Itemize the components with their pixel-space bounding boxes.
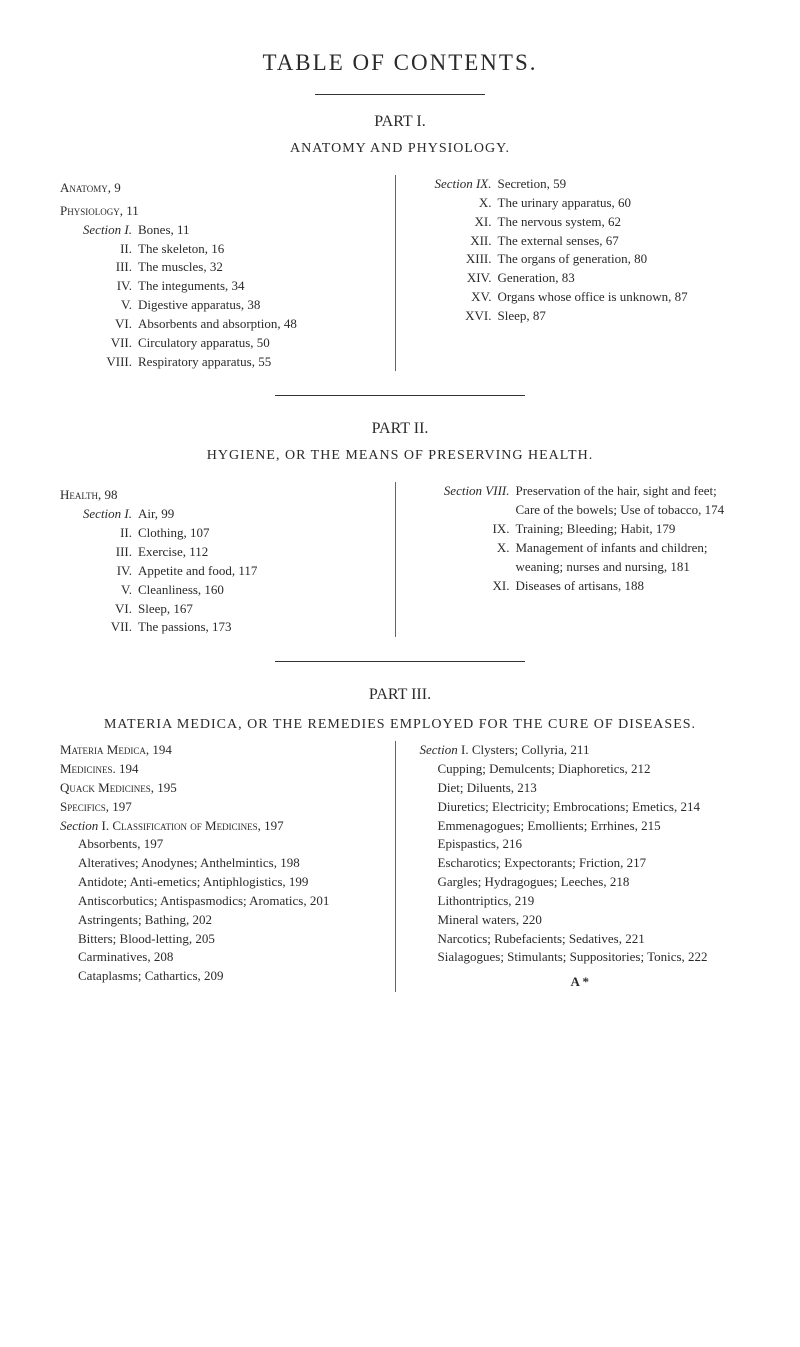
part-1-right: Section IX. Secretion, 59 X.The urinary … — [416, 175, 741, 371]
entry-text: Astringents; Bathing, 202 — [60, 911, 381, 930]
entry-text: Sialagogues; Stimulants; Suppositories; … — [420, 948, 741, 967]
physiology-heading: Physiology, 11 — [60, 203, 139, 218]
entry-text: Respiratory apparatus, 55 — [138, 353, 381, 372]
entry-text: Antidote; Anti-emetics; Antiphlogistics,… — [60, 873, 381, 892]
section-label: Section VIII. — [420, 482, 516, 520]
entry-text: Clothing, 107 — [138, 524, 381, 543]
entry-text: Training; Bleeding; Habit, 179 — [516, 520, 741, 539]
entry-text: The muscles, 32 — [138, 258, 381, 277]
entry-text: Bitters; Blood-letting, 205 — [60, 930, 381, 949]
anatomy-heading: Anatomy, 9 — [60, 180, 121, 195]
rule-part-2 — [275, 395, 525, 396]
entry-text: Digestive apparatus, 38 — [138, 296, 381, 315]
entry-text: Circulatory apparatus, 50 — [138, 334, 381, 353]
section-label: Section — [60, 818, 98, 833]
section-line: I. Classification of Medicines, 197 — [102, 818, 284, 833]
entry-text: The nervous system, 62 — [498, 213, 741, 232]
entry-text: Exercise, 112 — [138, 543, 381, 562]
part-3-right: Section I. Clysters; Collyria, 211 Cuppi… — [416, 741, 741, 992]
part-2-right: Section VIII. Preservation of the hair, … — [416, 482, 741, 637]
entry-text: Generation, 83 — [498, 269, 741, 288]
entry-text: Cataplasms; Cathartics, 209 — [60, 967, 381, 986]
entry-text: The external senses, 67 — [498, 232, 741, 251]
rule-part-3 — [275, 661, 525, 662]
section-label: Section I. — [60, 221, 138, 240]
section-line: I. Clysters; Collyria, 211 — [461, 742, 589, 757]
part-3-subtitle: MATERIA MEDICA, OR THE REMEDIES EMPLOYED… — [100, 714, 700, 735]
part-1-left: Anatomy, 9 Physiology, 11 Section I. Bon… — [60, 175, 396, 371]
part-2-left: Health, 98 Section I. Air, 99 II.Clothin… — [60, 482, 396, 637]
part-2-columns: Health, 98 Section I. Air, 99 II.Clothin… — [60, 482, 740, 637]
entry-text: Diuretics; Electricity; Embrocations; Em… — [420, 798, 741, 817]
section-label: Section I. — [60, 505, 138, 524]
entry-text: Antiscorbutics; Antispasmodics; Aromatic… — [60, 892, 381, 911]
entry-text: Diseases of artisans, 188 — [516, 577, 741, 596]
entry-text: Air, 99 — [138, 505, 381, 524]
quack-heading: Quack Medicines, 195 — [60, 780, 177, 795]
entry-text: Carminatives, 208 — [60, 948, 381, 967]
rule-top — [315, 94, 485, 95]
entry-text: The skeleton, 16 — [138, 240, 381, 259]
entry-text: Secretion, 59 — [498, 175, 741, 194]
entry-text: Appetite and food, 117 — [138, 562, 381, 581]
main-title: TABLE OF CONTENTS. — [60, 50, 740, 76]
entry-text: Preservation of the hair, sight and feet… — [516, 482, 741, 520]
part-3-left: Materia Medica, 194 Medicines. 194 Quack… — [60, 741, 396, 992]
entry-text: Organs whose office is unknown, 87 — [498, 288, 741, 307]
entry-text: Absorbents, 197 — [60, 835, 381, 854]
section-label: Section — [420, 742, 458, 757]
part-2-subtitle: HYGIENE, OR THE MEANS OF PRESERVING HEAL… — [60, 448, 740, 464]
entry-text: Narcotics; Rubefacients; Sedatives, 221 — [420, 930, 741, 949]
entry-text: Lithontriptics, 219 — [420, 892, 741, 911]
part-3-label: PART III. — [60, 686, 740, 704]
materia-heading: Materia Medica, 194 — [60, 742, 172, 757]
entry-text: Bones, 11 — [138, 221, 381, 240]
entry-text: Emmenagogues; Emollients; Errhines, 215 — [420, 817, 741, 836]
entry-text: The urinary apparatus, 60 — [498, 194, 741, 213]
part-1-subtitle: ANATOMY AND PHYSIOLOGY. — [60, 141, 740, 157]
part-2-label: PART II. — [60, 420, 740, 438]
part-3-columns: Materia Medica, 194 Medicines. 194 Quack… — [60, 741, 740, 992]
entry-text: The organs of generation, 80 — [498, 250, 741, 269]
entry-text: Sleep, 87 — [498, 307, 741, 326]
entry-text: Gargles; Hydragogues; Leeches, 218 — [420, 873, 741, 892]
entry-text: Management of infants and children; wean… — [516, 539, 741, 577]
section-label: Section IX. — [420, 175, 498, 194]
entry-text: The passions, 173 — [138, 618, 381, 637]
entry-text: Sleep, 167 — [138, 600, 381, 619]
entry-text: Cleanliness, 160 — [138, 581, 381, 600]
part-1-columns: Anatomy, 9 Physiology, 11 Section I. Bon… — [60, 175, 740, 371]
part-1-label: PART I. — [60, 113, 740, 131]
entry-text: Escharotics; Expectorants; Friction, 217 — [420, 854, 741, 873]
entry-text: Mineral waters, 220 — [420, 911, 741, 930]
entry-text: The integuments, 34 — [138, 277, 381, 296]
health-heading: Health, 98 — [60, 487, 118, 502]
entry-text: Epispastics, 216 — [420, 835, 741, 854]
entry-text: Diet; Diluents, 213 — [420, 779, 741, 798]
entry-text: Absorbents and absorption, 48 — [138, 315, 381, 334]
entry-text: Cupping; Demulcents; Diaphoretics, 212 — [420, 760, 741, 779]
medicines-heading: Medicines. 194 — [60, 761, 139, 776]
entry-text: Alteratives; Anodynes; Anthelmintics, 19… — [60, 854, 381, 873]
signature-mark: A * — [420, 973, 741, 992]
specifics-heading: Specifics, 197 — [60, 799, 132, 814]
